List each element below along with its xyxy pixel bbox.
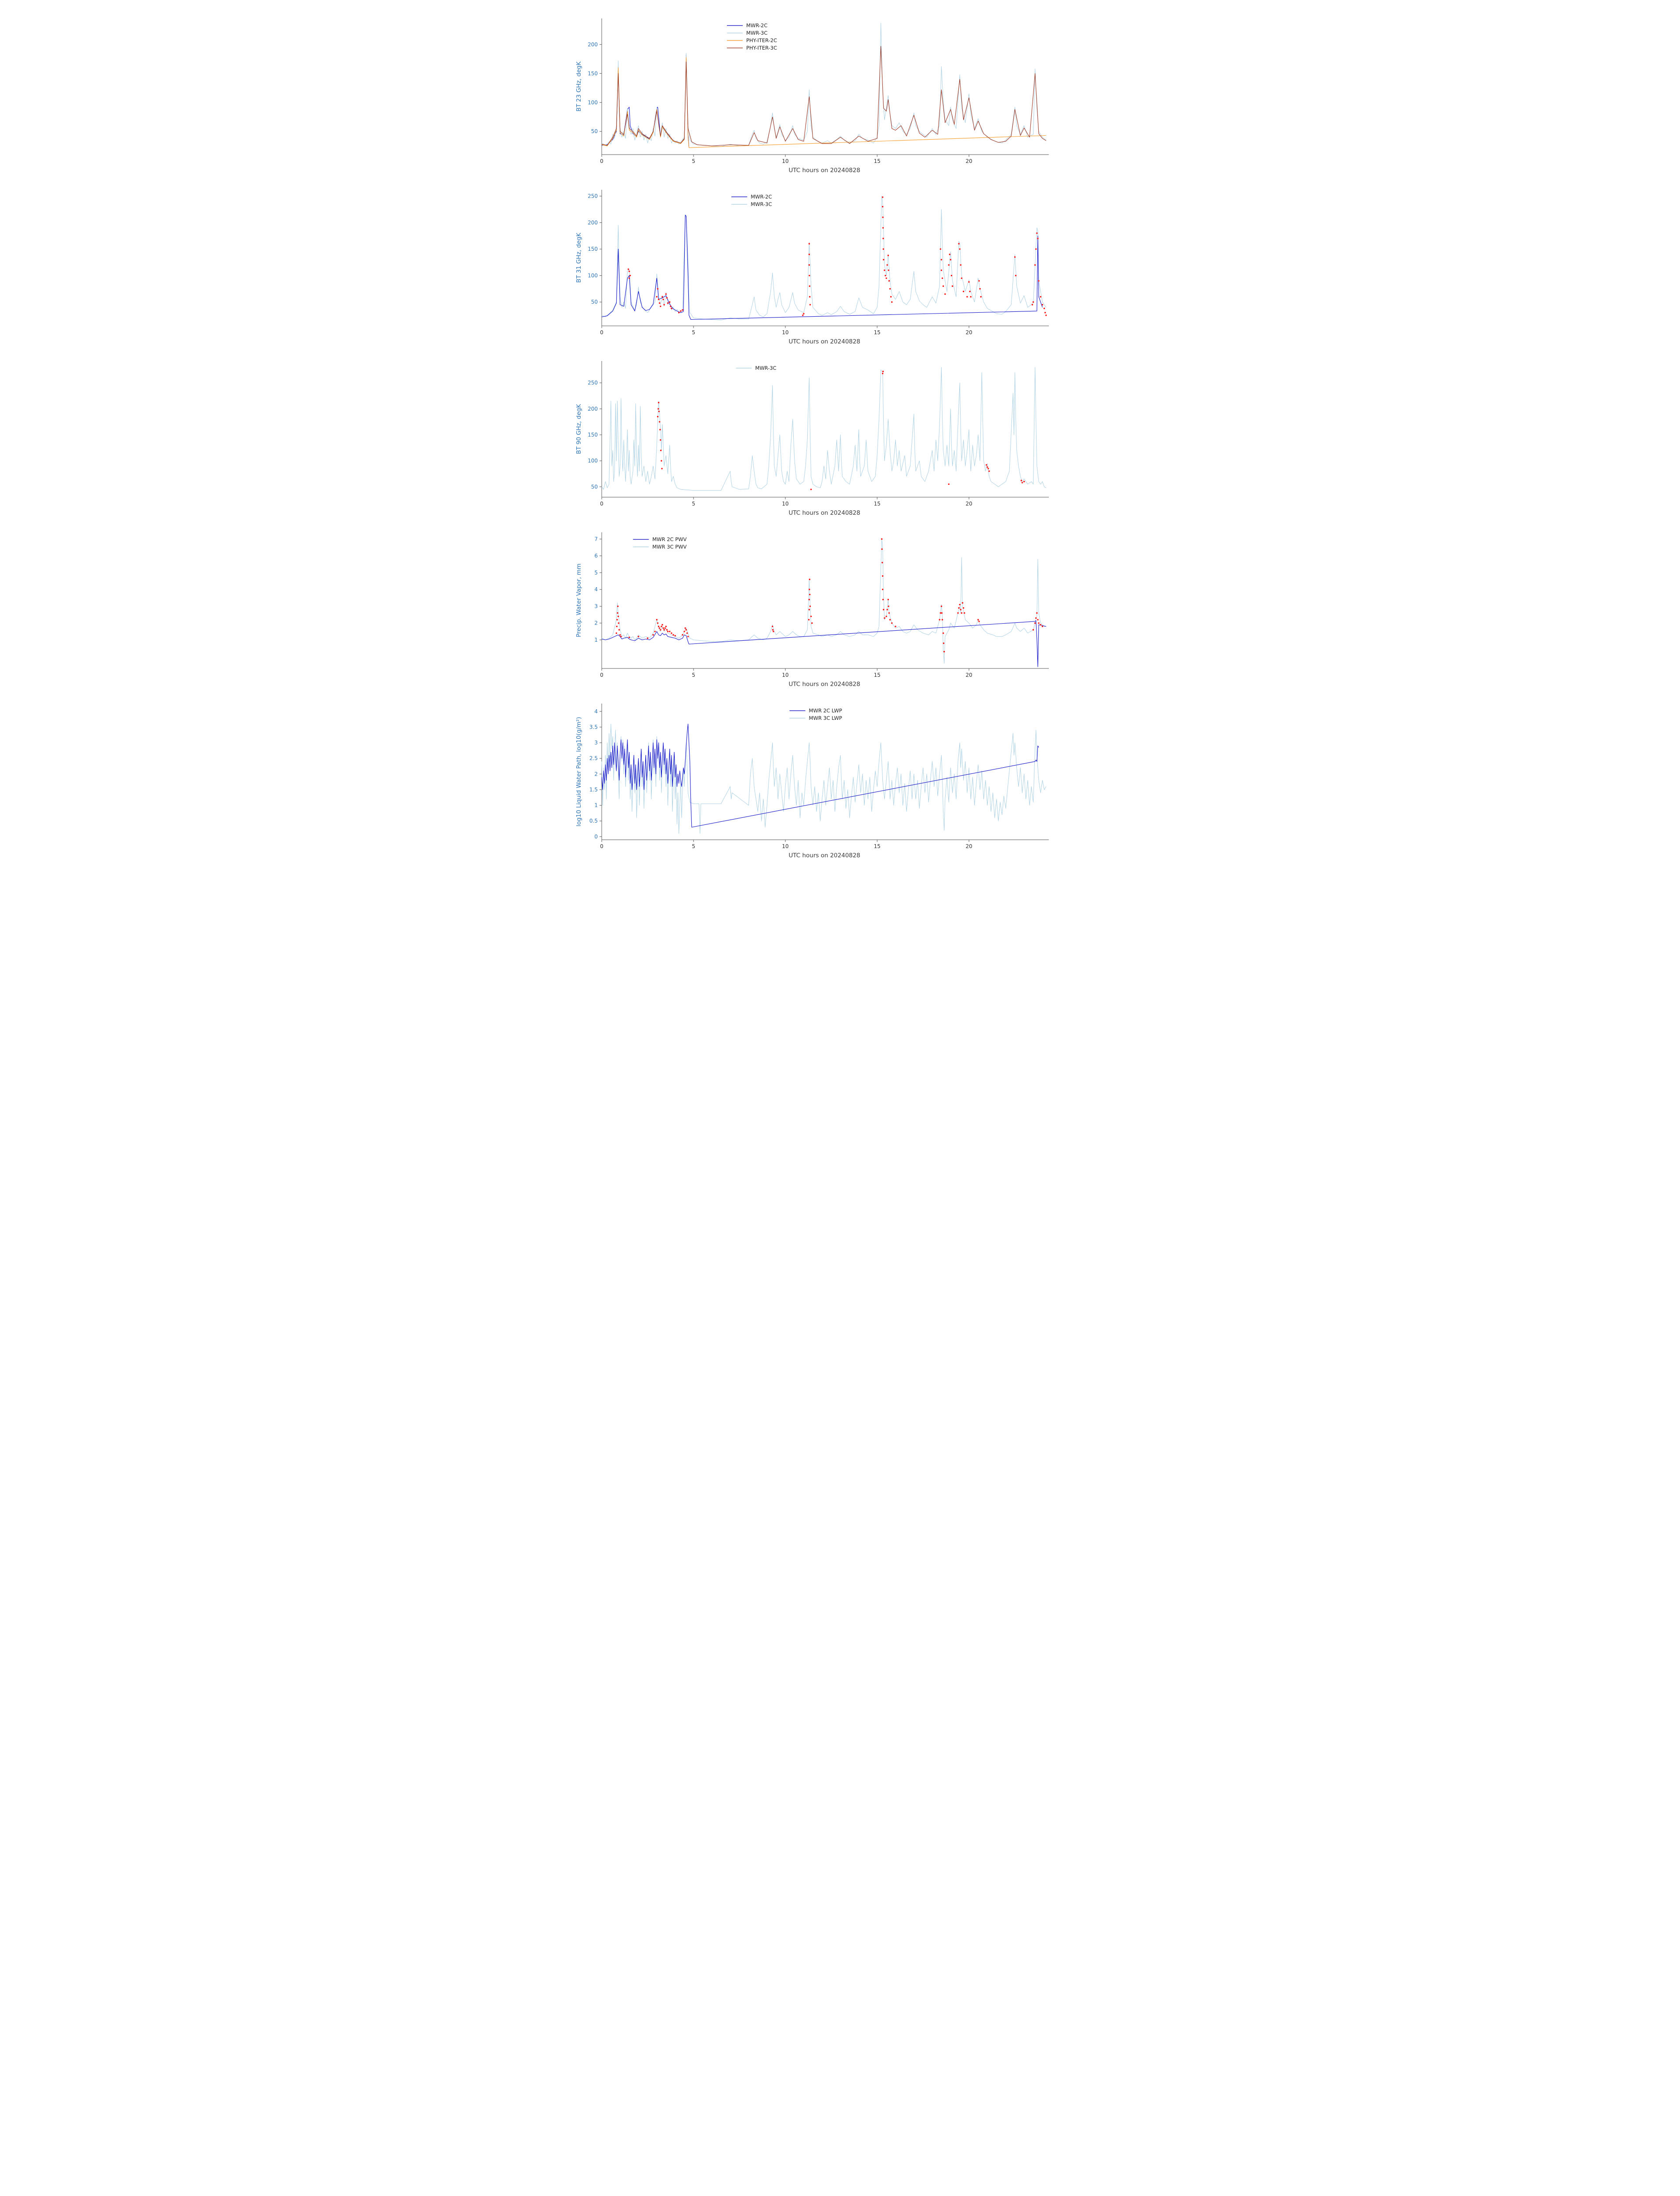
svg-text:50: 50 <box>591 299 597 305</box>
svg-text:0: 0 <box>594 834 598 840</box>
x-axis-label: UTC hours on 20240828 <box>788 681 860 688</box>
svg-text:0: 0 <box>600 672 603 678</box>
svg-text:150: 150 <box>588 70 598 76</box>
svg-text:100: 100 <box>588 272 598 278</box>
svg-text:100: 100 <box>588 458 598 464</box>
svg-text:1: 1 <box>594 802 598 809</box>
svg-text:20: 20 <box>965 158 972 164</box>
y-axis-label: log10 Liquid Water Path, log10(g/m²) <box>575 717 582 826</box>
svg-text:MWR 3C PWV: MWR 3C PWV <box>652 544 686 550</box>
svg-text:MWR-3C: MWR-3C <box>755 365 776 371</box>
svg-text:50: 50 <box>591 128 597 134</box>
svg-text:10: 10 <box>782 501 788 507</box>
svg-text:100: 100 <box>588 99 598 105</box>
svg-text:250: 250 <box>588 193 598 199</box>
svg-text:10: 10 <box>782 843 788 849</box>
y-axis-label: BT 23 GHz, degK <box>575 61 582 112</box>
svg-text:15: 15 <box>874 329 880 336</box>
x-axis-label: UTC hours on 20240828 <box>788 509 860 516</box>
x-axis-label: UTC hours on 20240828 <box>788 338 860 345</box>
svg-text:10: 10 <box>782 329 788 336</box>
svg-text:5: 5 <box>594 570 598 576</box>
svg-text:0.5: 0.5 <box>589 818 597 824</box>
chart-bt-23ghz: 0 5 10 15 20 50 100 150 200 MWR-2C MWR-3C PHY-ITER-… <box>574 12 1118 176</box>
svg-text:5: 5 <box>692 329 695 336</box>
plot-svg-pwv: 0 5 10 15 20 1 2 3 4 5 6 7 MWR 2C PWV MWR 3C PWV Prec… <box>575 532 1049 688</box>
plot-svg-bt90: 0 5 10 15 20 50 100 150 200 250 MWR-3C BT 90 GHz, … <box>575 361 1049 516</box>
svg-text:20: 20 <box>965 672 972 678</box>
svg-text:0: 0 <box>600 329 603 336</box>
chart-bt-31ghz: 0 5 10 15 20 50 100 150 200 250 MWR-2C MWR-3C BT 31… <box>574 184 1118 347</box>
svg-text:7: 7 <box>594 536 598 542</box>
svg-text:2: 2 <box>594 620 598 626</box>
svg-text:MWR 2C LWP: MWR 2C LWP <box>809 708 842 714</box>
svg-text:3: 3 <box>594 603 598 609</box>
svg-text:1.5: 1.5 <box>589 787 597 793</box>
svg-text:0: 0 <box>600 501 603 507</box>
plot-area: 0 5 10 15 20 1 2 3 4 5 6 7 MWR 2C PWV MWR 3C PWV <box>594 532 1049 678</box>
y-axis-label: BT 31 GHz, degK <box>575 232 582 283</box>
svg-text:150: 150 <box>588 246 598 252</box>
chart-bt-90ghz: 0 5 10 15 20 50 100 150 200 250 MWR-3C BT 90 GHz, … <box>574 355 1118 518</box>
svg-text:5: 5 <box>692 501 695 507</box>
plot-svg-bt23: 0 5 10 15 2050100150200MWR-2CMWR-3CPHY-ITER-… <box>575 18 1049 174</box>
svg-text:5: 5 <box>692 158 695 164</box>
svg-text:MWR-2C: MWR-2C <box>751 194 772 200</box>
figure-panel: 0 5 10 15 20 50 100 150 200 MWR-2C MWR-3C PHY-ITER-… <box>562 0 1118 886</box>
svg-text:PHY-ITER-2C: PHY-ITER-2C <box>746 37 777 43</box>
svg-text:3.5: 3.5 <box>589 724 597 730</box>
svg-text:50: 50 <box>591 484 597 490</box>
chart-pwv: 0 5 10 15 20 1 2 3 4 5 6 7 MWR 2C PWV MWR 3C PWV Prec… <box>574 526 1118 690</box>
y-axis-label: Precip. Water Vapor, mm <box>575 563 582 637</box>
svg-text:MWR-3C: MWR-3C <box>746 30 767 36</box>
svg-text:150: 150 <box>588 432 598 438</box>
chart-lwp: 0 5 10 15 20 0 0.5 1 1.5 2 2.5 3 3.5 4 MWR 2C LWP MWR 3… <box>574 697 1118 861</box>
svg-text:3: 3 <box>594 740 598 746</box>
svg-text:15: 15 <box>874 843 880 849</box>
svg-text:4: 4 <box>594 586 598 592</box>
y-axis-label: BT 90 GHz, degK <box>575 404 582 454</box>
svg-text:5: 5 <box>692 843 695 849</box>
svg-text:PHY-ITER-3C: PHY-ITER-3C <box>746 45 777 51</box>
svg-text:15: 15 <box>874 158 880 164</box>
svg-text:250: 250 <box>588 380 598 386</box>
svg-text:MWR 2C PWV: MWR 2C PWV <box>652 536 686 542</box>
svg-text:15: 15 <box>874 672 880 678</box>
svg-text:0: 0 <box>600 158 603 164</box>
plot-area: 0 5 10 15 20 50 100 150 200 250 MWR-3C <box>588 361 1049 507</box>
svg-text:5: 5 <box>692 672 695 678</box>
svg-text:6: 6 <box>594 553 598 559</box>
svg-text:10: 10 <box>782 158 788 164</box>
svg-text:1: 1 <box>594 637 598 643</box>
svg-text:2: 2 <box>594 771 598 777</box>
svg-text:0: 0 <box>600 843 603 849</box>
svg-text:MWR-3C: MWR-3C <box>751 201 772 207</box>
x-axis-label: UTC hours on 20240828 <box>788 852 860 859</box>
svg-text:20: 20 <box>965 843 972 849</box>
svg-text:200: 200 <box>588 220 598 226</box>
svg-text:10: 10 <box>782 672 788 678</box>
svg-text:200: 200 <box>588 406 598 412</box>
x-axis-label: UTC hours on 20240828 <box>788 167 860 174</box>
svg-text:MWR 3C LWP: MWR 3C LWP <box>809 715 842 721</box>
svg-text:20: 20 <box>965 501 972 507</box>
svg-text:2.5: 2.5 <box>589 755 597 762</box>
plot-area: 0 5 10 15 2050100150200MWR-2CMWR-3CPHY-ITER-… <box>588 18 1049 164</box>
svg-text:MWR-2C: MWR-2C <box>746 22 767 29</box>
svg-text:200: 200 <box>588 41 598 47</box>
svg-text:4: 4 <box>594 708 598 715</box>
svg-text:20: 20 <box>965 329 972 336</box>
svg-text:15: 15 <box>874 501 880 507</box>
